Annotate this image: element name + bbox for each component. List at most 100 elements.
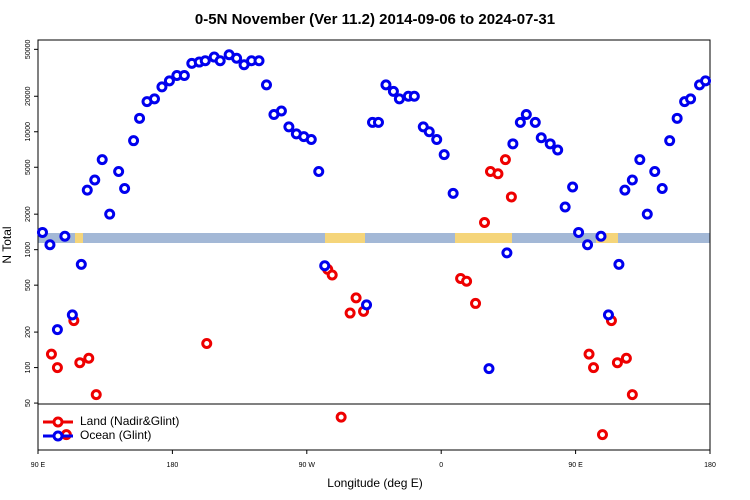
point [178, 69, 190, 81]
point [260, 79, 272, 91]
point [75, 258, 87, 270]
point [501, 247, 513, 259]
point [507, 138, 519, 150]
point [83, 352, 95, 364]
x-tick-label: 180 [167, 462, 179, 469]
y-axis-label: N Total [0, 226, 14, 263]
point [602, 309, 614, 321]
legend-marker [52, 430, 64, 442]
point [595, 230, 607, 242]
y-tick-label: 500 [25, 279, 32, 291]
point [89, 174, 101, 186]
point [231, 52, 243, 64]
x-tick-label: 180 [704, 462, 716, 469]
point [470, 297, 482, 309]
land-mask-band [38, 233, 710, 243]
point [552, 144, 564, 156]
point [66, 309, 78, 321]
point [81, 184, 93, 196]
point [461, 275, 473, 287]
point [148, 93, 160, 105]
point [113, 166, 125, 178]
point [656, 183, 668, 195]
point [372, 116, 384, 128]
point [423, 126, 435, 138]
point [128, 135, 140, 147]
point [626, 174, 638, 186]
point [156, 81, 168, 93]
point [163, 75, 175, 87]
point [620, 352, 632, 364]
point [447, 187, 459, 199]
point [535, 132, 547, 144]
point [700, 75, 712, 87]
point [626, 389, 638, 401]
point [613, 258, 625, 270]
point [529, 116, 541, 128]
point [544, 138, 556, 150]
point [582, 239, 594, 251]
point [313, 166, 325, 178]
point [596, 429, 608, 441]
point [588, 362, 600, 374]
point [583, 348, 595, 360]
point [275, 105, 287, 117]
point [438, 149, 450, 161]
point [253, 55, 265, 67]
y-tick-label: 50 [25, 399, 32, 407]
point [559, 201, 571, 213]
point [483, 363, 495, 375]
point [104, 208, 116, 220]
point [201, 338, 213, 350]
y-tick-label: 1000 [25, 242, 32, 258]
point [96, 154, 108, 166]
point [361, 299, 373, 311]
point [36, 226, 48, 238]
x-tick-label: 90 E [568, 462, 583, 469]
point [44, 239, 56, 251]
y-tick-label: 2000 [25, 206, 32, 222]
point [514, 116, 526, 128]
point [573, 226, 585, 238]
point [90, 389, 102, 401]
y-tick-label: 20000 [25, 86, 32, 106]
y-tick-label: 5000 [25, 159, 32, 175]
point [619, 184, 631, 196]
point [634, 154, 646, 166]
y-tick-label: 50000 [25, 39, 32, 59]
point [520, 109, 532, 121]
point [567, 181, 579, 193]
point [611, 357, 623, 369]
point [664, 135, 676, 147]
legend-label: Land (Nadir&Glint) [80, 414, 179, 428]
point [649, 166, 661, 178]
legend-marker [52, 416, 64, 428]
point [214, 55, 226, 67]
x-tick-label: 0 [439, 462, 443, 469]
point [505, 191, 517, 203]
point [393, 93, 405, 105]
chart-title: 0-5N November (Ver 11.2) 2014-09-06 to 2… [195, 11, 555, 28]
point [74, 357, 86, 369]
y-tick-label: 200 [25, 326, 32, 338]
plot-frame [37, 39, 711, 451]
point [134, 112, 146, 124]
point [387, 85, 399, 97]
point [51, 324, 63, 336]
point [335, 411, 347, 423]
y-tick-label: 100 [25, 362, 32, 374]
point [283, 121, 295, 133]
x-tick-label: 90 E [31, 462, 46, 469]
point [499, 154, 511, 166]
x-tick-label: 90 W [299, 462, 316, 469]
point [326, 269, 338, 281]
y-tick-label: 10000 [25, 122, 32, 142]
legend-label: Ocean (Glint) [80, 428, 151, 442]
point [45, 348, 57, 360]
point [380, 79, 392, 91]
point [119, 183, 131, 195]
point [51, 362, 63, 374]
point [431, 133, 443, 145]
point [350, 292, 362, 304]
point [199, 55, 211, 67]
